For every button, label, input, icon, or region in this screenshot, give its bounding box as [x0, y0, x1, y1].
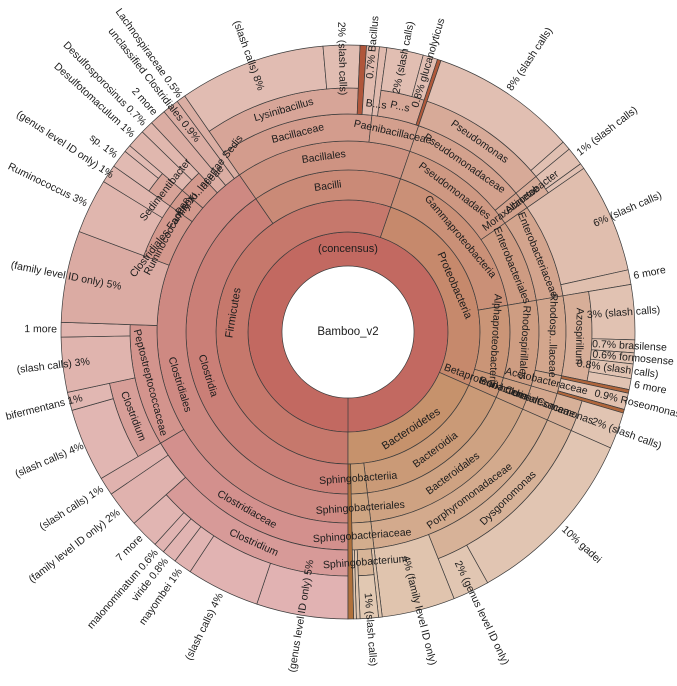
inner-label: Azospirillum	[573, 308, 586, 365]
outer-label: (slash calls) 4%	[13, 440, 85, 480]
outer-label: Ruminococcus 3%	[6, 160, 89, 209]
outer-label: 8% (slash calls)	[504, 25, 555, 93]
sunburst-wedges	[60, 44, 636, 620]
outer-label: 0.7% Bacillus	[364, 15, 381, 79]
inner-label: P...s	[389, 99, 411, 115]
outer-label: 6 more	[633, 379, 667, 397]
wedge-unlabeled[interactable]	[347, 463, 354, 620]
inner-label: Bacilli	[313, 178, 342, 194]
inner-label: (concensus)	[318, 243, 378, 255]
outer-label: 1% (slash calls)	[574, 104, 640, 158]
inner-label: Alphaproteobacteria	[486, 294, 504, 389]
chart-center-label: Bamboo_v2	[317, 326, 378, 338]
inner-label: Sphingobacteriia	[319, 470, 398, 487]
outer-label: 6 more	[632, 264, 667, 282]
outer-label: (slash calls) 4%	[183, 591, 226, 662]
outer-label: 1 more	[24, 323, 57, 335]
outer-label: 10% gadei	[559, 524, 604, 566]
outer-label: 0.7% brasilense	[592, 338, 667, 354]
inner-label: Rhodosp...llaceae	[546, 293, 559, 377]
outer-label: (family level ID only) 2%	[27, 507, 123, 586]
inner-label: Rhodospirillales	[516, 305, 532, 380]
inner-label: B...s	[365, 97, 387, 111]
outer-label: 3% (slash calls)	[586, 304, 660, 321]
outer-label: 2% (slash calls)	[335, 22, 349, 96]
outer-label: 1% (slash calls)	[362, 592, 379, 666]
